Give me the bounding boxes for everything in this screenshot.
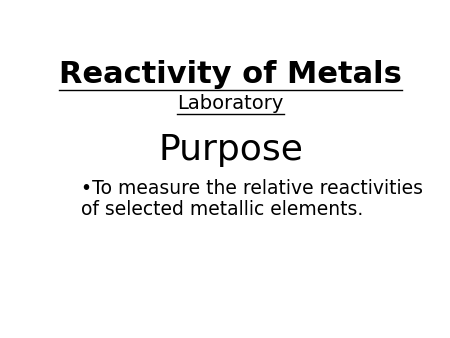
Text: Purpose: Purpose bbox=[158, 133, 303, 167]
Text: Laboratory: Laboratory bbox=[177, 94, 284, 113]
Text: of selected metallic elements.: of selected metallic elements. bbox=[81, 200, 363, 219]
Text: Reactivity of Metals: Reactivity of Metals bbox=[59, 60, 402, 89]
Text: •To measure the relative reactivities: •To measure the relative reactivities bbox=[81, 179, 423, 198]
